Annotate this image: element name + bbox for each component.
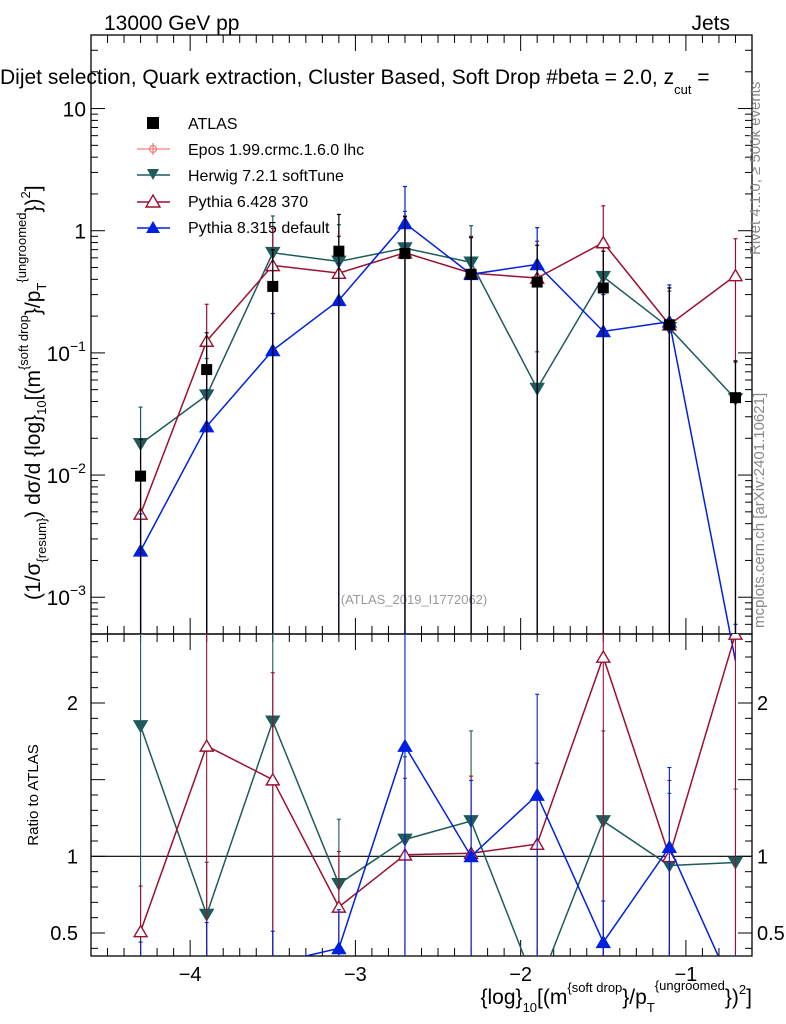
- series-herwig: [132, 210, 744, 634]
- data-point-pythia6: [595, 235, 611, 249]
- analysis-watermark: (ATLAS_2019_I1772062): [341, 592, 487, 607]
- ratio-y-tick-label: 2: [67, 693, 78, 715]
- legend-entry-pythia6: Pythia 6.428 370: [137, 193, 308, 211]
- ratio-point-pythia8: [463, 849, 479, 863]
- ratio-point-pythia8: [661, 839, 678, 854]
- data-point-atlas: [465, 268, 477, 280]
- legend-entry-herwig: Herwig 7.2.1 softTune: [137, 168, 344, 185]
- main-y-tick-label: 10−1: [47, 338, 87, 366]
- ratio-point-pythia8: [331, 941, 347, 955]
- plot-title: Dijet selection, Quark extraction, Clust…: [0, 66, 710, 97]
- y-axis-label: (1/σ{resum}) dσ/d {log}10[(m{soft drop}/…: [14, 185, 49, 600]
- ratio-line-herwig: [139, 719, 736, 956]
- ratio-y-tick-label-right: 1: [757, 846, 768, 868]
- x-axis-label: {log}10[(m{soft drop}/pT{ungroomed})2]: [481, 978, 753, 1015]
- legend-entry-epos: Epos 1.99.crmc.1.6.0 lhc: [137, 142, 364, 159]
- ratio-point-pythia8: [397, 738, 413, 752]
- ratio-y-axis: 0.5 0.5 1 1 2 2: [50, 641, 785, 949]
- data-point-atlas: [333, 245, 345, 257]
- ratio-plot-series: [132, 634, 744, 956]
- main-y-tick-label: 10−2: [47, 460, 87, 488]
- header-jets-label: Jets: [691, 12, 730, 35]
- legend-marker-pythia6: [144, 193, 162, 208]
- series-line-herwig: [140, 247, 737, 445]
- ratio-point-pythia8: [595, 934, 611, 949]
- x-tick-label: −2: [509, 964, 532, 986]
- data-point-atlas: [201, 364, 213, 376]
- ratio-series-herwig: [132, 634, 744, 956]
- series-pythia6: [132, 205, 744, 634]
- data-point-pythia6: [727, 268, 744, 282]
- data-point-atlas: [597, 282, 609, 294]
- ratio-point-herwig: [132, 720, 149, 734]
- data-point-atlas: [399, 248, 411, 260]
- ratio-point-pythia6: [727, 634, 744, 640]
- mcplots-reference-label: mcplots.cern.ch [arXiv:2401.10621]: [751, 393, 768, 628]
- main-y-tick-label: 10−3: [47, 582, 87, 610]
- x-axis: −4 −3 −2 −1: [90, 35, 753, 986]
- x-tick-label: −1: [674, 964, 697, 986]
- x-tick-label: −4: [179, 964, 202, 986]
- ratio-line-pythia8: [302, 744, 720, 956]
- ratio-series-pythia8: [138, 634, 738, 956]
- ratio-y-tick-label-right: 2: [757, 693, 768, 715]
- ratio-plot-frame: [90, 633, 753, 957]
- ratio-point-pythia6: [132, 924, 149, 938]
- main-plot-series: [132, 185, 744, 662]
- ratio-point-pythia6: [198, 738, 215, 752]
- series-atlas: [135, 213, 741, 634]
- data-point-atlas: [135, 470, 147, 482]
- data-point-atlas: [663, 319, 675, 331]
- legend-label-atlas: ATLAS: [188, 116, 238, 133]
- legend-label-herwig: Herwig 7.2.1 softTune: [188, 168, 344, 185]
- legend: ATLAS Epos 1.99.crmc.1.6.0 lhc Herwig 7.…: [137, 116, 364, 237]
- series-line-pythia8: [139, 222, 737, 662]
- series-line-pythia6: [139, 241, 736, 515]
- legend-marker-atlas: [147, 117, 159, 129]
- data-point-atlas: [531, 276, 543, 288]
- main-y-tick-label: 1: [74, 221, 86, 244]
- series-pythia8: [132, 185, 738, 662]
- ratio-axis-label: Ratio to ATLAS: [25, 744, 42, 845]
- ratio-y-tick-label: 0.5: [50, 923, 78, 945]
- data-point-atlas: [729, 392, 741, 404]
- header-energy-label: 13000 GeV pp: [104, 12, 239, 35]
- ratio-y-tick-label-right: 0.5: [757, 923, 785, 945]
- main-y-tick-label: 10: [63, 99, 86, 122]
- x-tick-label: −3: [344, 964, 367, 986]
- main-y-axis: 10−3 10−2 10−1 1 10: [47, 34, 752, 635]
- data-point-atlas: [267, 280, 279, 292]
- ratio-point-pythia8: [529, 787, 545, 801]
- legend-marker-pythia8: [146, 221, 160, 233]
- legend-entry-atlas: ATLAS: [147, 116, 238, 133]
- legend-label-pythia8: Pythia 8.315 default: [188, 220, 330, 237]
- legend-entry-pythia8: Pythia 8.315 default: [137, 220, 330, 237]
- ratio-point-pythia6: [595, 649, 611, 663]
- ratio-y-tick-label: 1: [67, 846, 78, 868]
- ratio-series-pythia6: [132, 634, 744, 956]
- legend-label-pythia6: Pythia 6.428 370: [188, 194, 308, 211]
- legend-label-epos: Epos 1.99.crmc.1.6.0 lhc: [188, 142, 364, 159]
- rivet-version-label: Rivet 4.1.0, ≥ 500k events: [747, 82, 764, 255]
- ratio-line-pythia6: [139, 634, 737, 932]
- legend-marker-herwig: [147, 169, 159, 180]
- ratio-point-pythia6: [265, 772, 281, 786]
